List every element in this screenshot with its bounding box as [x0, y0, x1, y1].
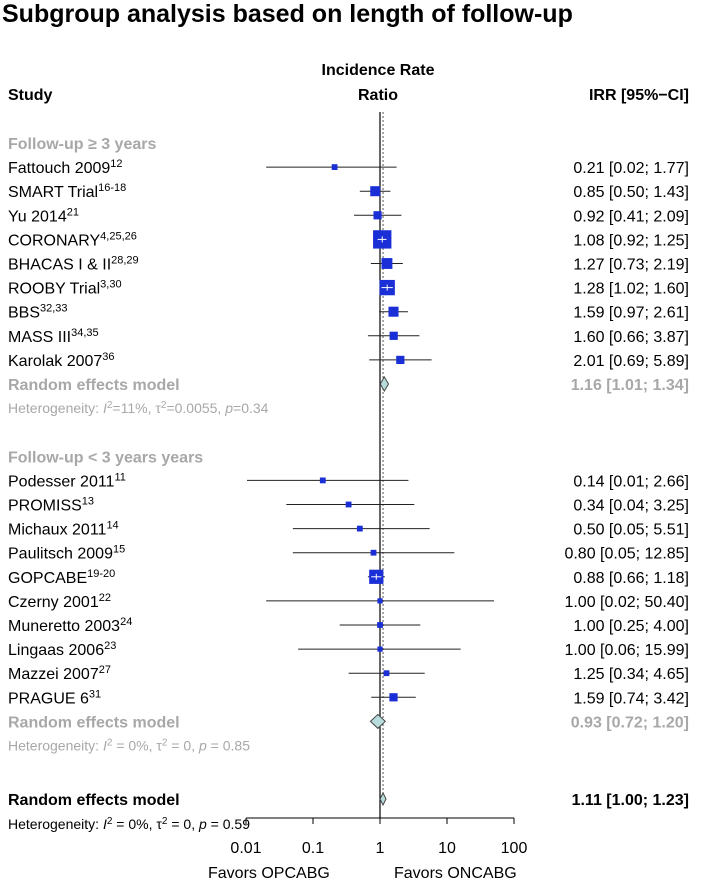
study-point-square [377, 598, 383, 604]
plot-header-line2: Ratio [358, 87, 398, 104]
study-ci-text: 0.92 [0.41; 2.09] [573, 208, 689, 225]
subgroup-heterogeneity-text: Heterogeneity: I2=11%, τ2=0.0055, p=0.34 [8, 400, 269, 417]
x-axis-tick-label: 0.01 [230, 840, 261, 857]
study-point-square [370, 549, 377, 556]
chart-title: Subgroup analysis based on length of fol… [2, 0, 573, 28]
study-ci-text: 0.34 [0.04; 3.25] [573, 498, 689, 515]
study-ci-text: 2.01 [0.69; 5.89] [573, 353, 689, 370]
study-point-square [389, 331, 398, 340]
study-ci-text: 1.25 [0.34; 4.65] [573, 666, 689, 683]
study-label: Paulitsch 200915 [8, 544, 125, 563]
study-ci-text: 1.00 [0.25; 4.00] [573, 618, 689, 635]
x-axis-label-right: Favors ONCABG [394, 865, 517, 882]
subgroup-pooled-label: Random effects model [8, 377, 180, 394]
study-point-square [377, 622, 383, 628]
study-label: Czerny 200122 [8, 592, 111, 611]
study-point-square [381, 258, 393, 269]
x-axis: 0.01 0.1 1 10 100 Favors OPCABG Favors ONCABG [208, 817, 528, 882]
study-label: PRAGUE 631 [8, 688, 101, 707]
study-ci-text: 0.85 [0.50; 1.43] [573, 184, 689, 201]
subgroup-label: Follow-up < 3 years years [8, 449, 203, 466]
study-label: Karolak 200736 [8, 351, 115, 370]
study-ci-text: 1.59 [0.74; 3.42] [573, 690, 689, 707]
study-ci-text: 1.00 [0.06; 15.99] [564, 642, 689, 659]
study-ci-text: 1.28 [1.02; 1.60] [573, 281, 689, 298]
study-label: Podesser 201111 [8, 471, 126, 490]
plot-header-line1: Incidence Rate [322, 62, 435, 79]
x-axis-tick-label: 1 [376, 840, 385, 857]
study-label: Lingaas 200623 [8, 640, 116, 659]
subgroup-heterogeneity-text: Heterogeneity: I2 = 0%, τ2 = 0, p = 0.85 [8, 737, 250, 754]
subgroup-pooled-ci-text: 0.93 [0.72; 1.20] [571, 714, 689, 731]
x-axis-tick-label: 10 [438, 840, 456, 857]
study-point-square [373, 211, 382, 220]
study-ci-text: 0.14 [0.01; 2.66] [573, 473, 689, 490]
study-label: BHACAS I & II28,29 [8, 255, 139, 274]
study-label: Yu 201421 [8, 206, 79, 225]
study-point-square [370, 186, 381, 197]
study-ci-text: 1.00 [0.02; 50.40] [564, 594, 689, 611]
subgroup-pooled-diamond [379, 376, 390, 392]
subgroup-pooled-ci-text: 1.16 [1.01; 1.34] [571, 377, 689, 394]
x-axis-tick-label: 100 [501, 840, 528, 857]
study-label: Mazzei 200727 [8, 664, 111, 683]
study-point-square [383, 670, 390, 677]
study-ci-text: 0.50 [0.05; 5.51] [573, 522, 689, 539]
study-label: SMART Trial16-18 [8, 182, 126, 201]
subgroup-pooled-label: Random effects model [8, 714, 180, 731]
study-label: BBS32,33 [8, 303, 68, 322]
study-ci-text: 0.80 [0.05; 12.85] [564, 546, 689, 563]
study-label: Michaux 201114 [8, 520, 119, 539]
study-point-square [396, 355, 405, 365]
study-point-square [377, 646, 383, 652]
ci-column-header: IRR [95%−CI] [589, 87, 689, 104]
study-ci-text: 1.59 [0.97; 2.61] [573, 305, 689, 322]
x-axis-tick-label: 0.1 [302, 840, 324, 857]
x-axis-label-left: Favors OPCABG [208, 865, 330, 882]
study-point-square [356, 525, 363, 532]
overall-pooled-ci-text: 1.11 [1.00; 1.23] [572, 792, 689, 809]
subgroup-label: Follow-up ≥ 3 years [8, 136, 156, 153]
study-point-square [331, 164, 338, 170]
overall-pooled-label: Random effects model [8, 792, 180, 809]
study-ci-text: 0.21 [0.02; 1.77] [573, 160, 689, 177]
study-column-header: Study [8, 87, 53, 104]
subgroup-pooled-diamond [369, 713, 387, 730]
study-label: GOPCABE19-20 [8, 568, 115, 587]
study-label: PROMISS13 [8, 496, 94, 515]
study-ci-text: 1.08 [0.92; 1.25] [573, 232, 689, 249]
forest-rows: Follow-up ≥ 3 years Fattouch 200912 0.21 [… [8, 112, 689, 832]
overall-heterogeneity-text: Heterogeneity: I2 = 0%, τ2 = 0, p = 0.59 [8, 816, 250, 833]
study-ci-text: 0.88 [0.66; 1.18] [573, 570, 689, 587]
study-point-square [388, 306, 399, 317]
study-point-square [389, 693, 398, 702]
study-point-square [345, 501, 352, 508]
study-ci-text: 1.60 [0.66; 3.87] [573, 329, 689, 346]
study-label: CORONARY4,25,26 [8, 230, 137, 249]
study-point-square [319, 477, 326, 484]
study-label: Muneretto 200324 [8, 616, 132, 635]
study-label: Fattouch 200912 [8, 158, 123, 177]
overall-pooled-diamond [379, 791, 387, 807]
study-ci-text: 1.27 [0.73; 2.19] [573, 257, 689, 274]
study-label: MASS III34,35 [8, 327, 99, 346]
study-label: ROOBY Trial3,30 [8, 279, 122, 298]
